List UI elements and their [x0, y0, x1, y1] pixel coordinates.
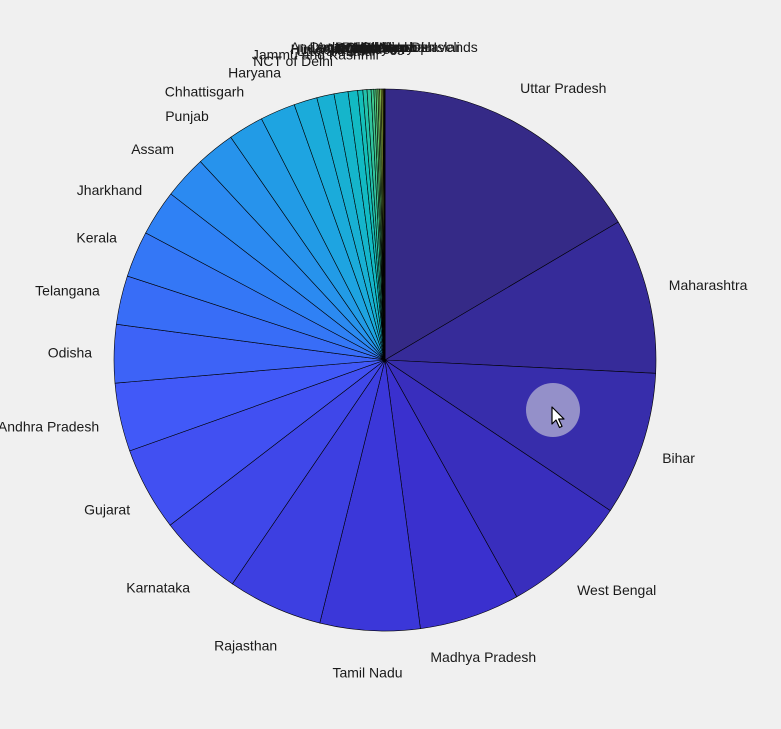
pie-label-nagaland: Nagaland [341, 39, 401, 55]
pie-label-andaman-and-nicobar-islands: Andaman and Nicobar Islands [290, 39, 478, 55]
pie-label-chhattisgarh: Chhattisgarh [165, 84, 244, 100]
pie-label-lakshadweep: Lakshadweep [342, 39, 429, 55]
pie-slice-west-bengal [384, 359, 611, 598]
pie-label-arunachal-pradesh: Arunachal Pradesh [316, 39, 435, 55]
pie-slice-uttar-pradesh [384, 88, 619, 361]
pie-label-bihar: Bihar [662, 450, 695, 466]
pie-label-tripura: Tripura [334, 40, 378, 56]
pie-label-himachal-pradesh: Himachal Pradesh [291, 41, 405, 57]
pie-label-meghalaya: Meghalaya [328, 40, 397, 56]
pie-label-sikkim: Sikkim [362, 39, 403, 55]
pie-label-odisha: Odisha [48, 345, 93, 361]
pie-label-andhra-pradesh: Andhra Pradesh [0, 418, 99, 434]
mouse-pointer-icon [551, 406, 565, 429]
pie-label-puducherry: Puducherry [342, 39, 414, 55]
pie-slices [113, 88, 657, 632]
pie-label-west-bengal: West Bengal [577, 582, 656, 598]
pie-label-goa: Goa [360, 39, 387, 55]
pie-label-tamil-nadu: Tamil Nadu [332, 665, 402, 681]
pie-label-assam: Assam [131, 141, 174, 157]
pie-slice-maharashtra [383, 221, 657, 374]
pie-label-telangana: Telangana [35, 283, 100, 299]
pie-label-kerala: Kerala [76, 230, 117, 246]
pie-label-mizoram: Mizoram [353, 39, 407, 55]
pie-label-haryana: Haryana [228, 65, 281, 81]
pie-label-nct-of-delhi: NCT of Delhi [253, 53, 333, 69]
pie-label-madhya-pradesh: Madhya Pradesh [430, 649, 536, 665]
pie-slice-bihar [383, 359, 656, 512]
pie-label-chandigarh: Chandigarh [345, 39, 417, 55]
pie-label-uttar-pradesh: Uttar Pradesh [520, 80, 606, 96]
pie-label-daman-and-diu: Daman and Diu [335, 39, 432, 55]
pie-label-dadra-and-nagar-haveli: Dadra and Nagar Haveli [309, 39, 459, 55]
pie-label-maharashtra: Maharashtra [669, 277, 748, 293]
pie-label-gujarat: Gujarat [84, 502, 130, 518]
pie-label-manipur: Manipur [341, 40, 392, 56]
pie-labels: Uttar Pradesh Maharashtra Bihar West Bengal… [0, 39, 748, 681]
pie-label-punjab: Punjab [165, 108, 209, 124]
pie-label-jharkhand: Jharkhand [77, 182, 142, 198]
pie-label-karnataka: Karnataka [126, 580, 190, 596]
pie-label-uttarakhand: Uttarakhand [296, 43, 372, 59]
pie-label-rajasthan: Rajasthan [214, 638, 277, 654]
pie-label-jammu-and-kashmir: Jammu and Kashmir [252, 47, 381, 63]
